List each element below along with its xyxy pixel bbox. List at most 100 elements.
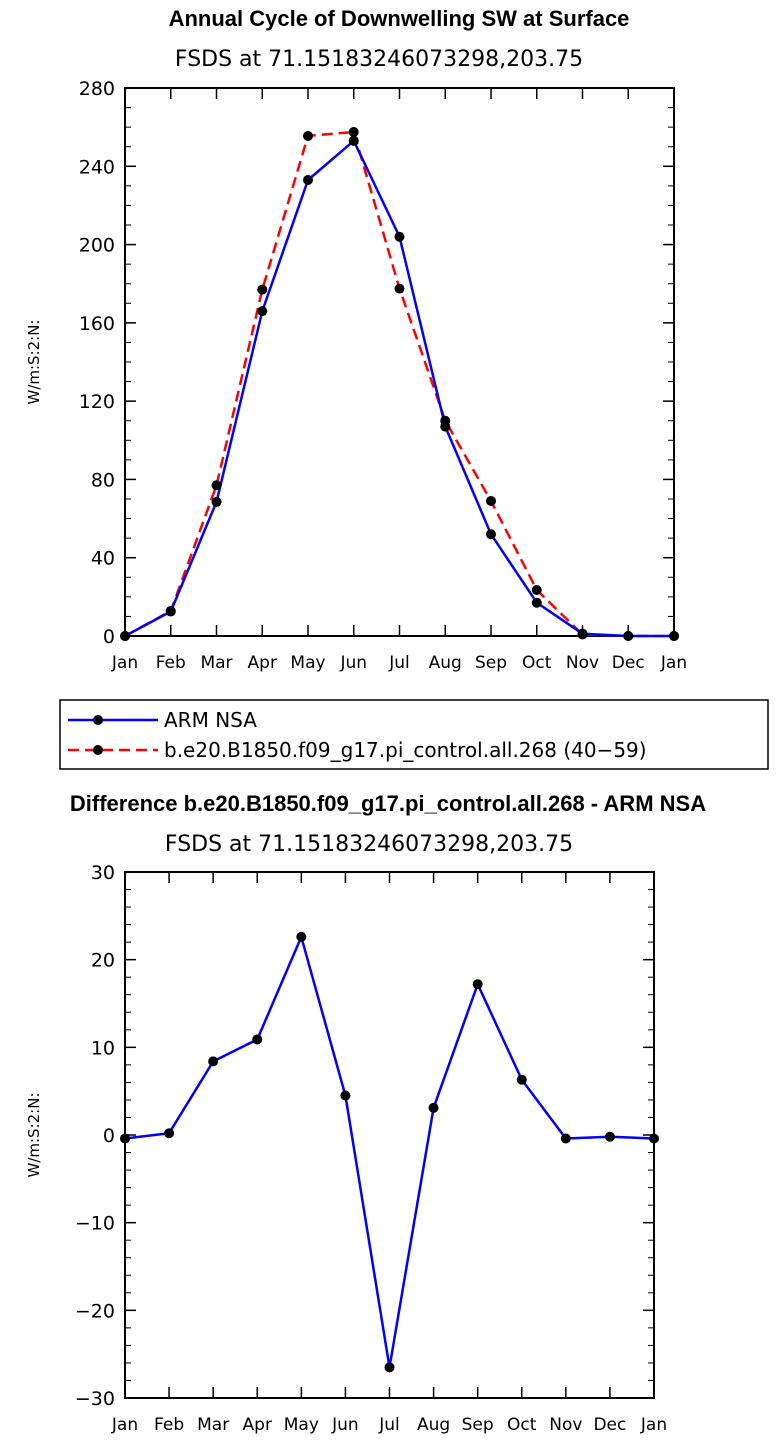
- y-tick-label: 10: [91, 1037, 115, 1059]
- data-point: [486, 495, 496, 506]
- chart-subtitle: FSDS at 71.15183246073298,203.75: [165, 832, 573, 857]
- data-point: [252, 1034, 263, 1045]
- data-point: [165, 605, 176, 616]
- x-tick-label: Jan: [111, 653, 138, 673]
- x-tick-label: Aug: [417, 1415, 450, 1435]
- data-point: [577, 629, 588, 640]
- x-tick-label: Mar: [200, 653, 232, 673]
- x-tick-label: Jul: [378, 1415, 400, 1435]
- x-tick-label: Jun: [339, 653, 367, 673]
- data-point: [120, 1133, 130, 1144]
- data-point: [649, 1133, 659, 1144]
- data-point: [164, 1128, 175, 1139]
- y-axis-label: W/m:S:2:N:: [25, 320, 43, 405]
- data-point: [296, 931, 307, 942]
- chart-title: Annual Cycle of Downwelling SW at Surfac…: [169, 6, 630, 31]
- data-point: [472, 979, 483, 990]
- series-lines: [124, 935, 655, 1369]
- data-point: [440, 415, 451, 426]
- data-point: [394, 231, 405, 242]
- axis-ticks: 0 40 80 120 160 200 240 280 Jan Feb Mar Apr May Jun Ju…: [79, 78, 687, 673]
- x-tick-label: Jan: [640, 1415, 667, 1435]
- y-tick-label: 0: [103, 1125, 115, 1147]
- difference-chart: Difference b.e20.B1850.f09_g17.pi_contro…: [25, 791, 706, 1435]
- legend: ARM NSA b.e20.B1850.f09_g17.pi_control.a…: [59, 699, 769, 770]
- y-tick-label: 280: [79, 78, 115, 100]
- y-tick-label: 240: [79, 156, 115, 178]
- y-tick-label: 20: [91, 950, 115, 972]
- data-point: [120, 631, 130, 641]
- series-line-0: [124, 935, 655, 1369]
- y-tick-label: −10: [75, 1213, 115, 1235]
- x-tick-label: May: [284, 1415, 319, 1435]
- data-point: [211, 496, 222, 507]
- data-point: [669, 631, 679, 641]
- x-tick-label: Sep: [475, 653, 507, 673]
- y-tick-label: 120: [79, 391, 115, 413]
- x-tick-label: Jul: [388, 653, 410, 673]
- legend-label-arm-nsa: ARM NSA: [164, 708, 257, 732]
- data-point: [531, 597, 542, 608]
- data-point: [560, 1133, 571, 1144]
- legend-box: [59, 699, 769, 770]
- plot-frame: [124, 871, 655, 1399]
- data-point: [348, 135, 359, 146]
- data-point: [623, 631, 634, 641]
- x-tick-label: Feb: [156, 653, 186, 673]
- y-tick-label: −30: [75, 1388, 115, 1410]
- y-axis-label: W/m:S:2:N:: [25, 1093, 43, 1178]
- legend-label-model: b.e20.B1850.f09_g17.pi_control.all.268 (…: [164, 738, 647, 762]
- data-point: [348, 127, 359, 138]
- x-tick-label: Oct: [522, 653, 552, 673]
- x-tick-label: Jan: [111, 1415, 138, 1435]
- x-tick-label: Oct: [507, 1415, 537, 1435]
- data-point: [340, 1090, 351, 1101]
- chart-subtitle: FSDS at 71.15183246073298,203.75: [175, 47, 583, 72]
- data-point: [486, 529, 496, 540]
- series-lines: [124, 130, 674, 638]
- series-points: [120, 127, 679, 641]
- x-tick-label: Dec: [612, 653, 645, 673]
- data-point: [303, 130, 313, 141]
- series-line-1: [124, 130, 674, 638]
- chart-title: Difference b.e20.B1850.f09_g17.pi_contro…: [70, 791, 706, 816]
- data-point: [384, 1362, 395, 1373]
- series-points: [120, 931, 659, 1373]
- legend-marker-arm-nsa: [93, 715, 103, 725]
- y-tick-label: 80: [91, 469, 115, 491]
- y-tick-label: 40: [91, 548, 115, 570]
- plot-frame: [124, 87, 675, 637]
- series-line-0: [124, 139, 674, 638]
- data-point: [303, 174, 313, 185]
- y-tick-label: 30: [91, 862, 115, 884]
- data-point: [604, 1131, 615, 1142]
- axis-ticks: −30 −20 −10 0 10 20 30 Jan Feb Mar Apr May Jun Jul Aug…: [75, 862, 667, 1435]
- data-point: [257, 306, 268, 317]
- x-tick-label: Aug: [429, 653, 462, 673]
- data-point: [516, 1074, 527, 1085]
- data-point: [211, 480, 222, 491]
- x-tick-label: Nov: [566, 653, 599, 673]
- x-tick-label: Jan: [660, 653, 687, 673]
- x-tick-label: Apr: [243, 1415, 272, 1435]
- y-tick-label: 160: [79, 313, 115, 335]
- data-point: [208, 1056, 219, 1067]
- data-point: [257, 284, 268, 295]
- x-tick-label: Feb: [154, 1415, 184, 1435]
- x-tick-label: Mar: [197, 1415, 229, 1435]
- x-tick-label: Jun: [331, 1415, 359, 1435]
- data-point: [394, 283, 405, 294]
- x-tick-label: Nov: [549, 1415, 582, 1435]
- data-point: [428, 1102, 439, 1113]
- y-tick-label: 200: [79, 235, 115, 257]
- y-tick-label: 0: [103, 626, 115, 648]
- annual-cycle-chart: Annual Cycle of Downwelling SW at Surfac…: [25, 6, 687, 673]
- x-tick-label: May: [290, 653, 325, 673]
- y-tick-label: −20: [75, 1300, 115, 1322]
- x-tick-label: Apr: [248, 653, 277, 673]
- data-point: [531, 585, 542, 596]
- legend-marker-model: [93, 745, 103, 755]
- x-tick-label: Sep: [462, 1415, 494, 1435]
- x-tick-label: Dec: [593, 1415, 626, 1435]
